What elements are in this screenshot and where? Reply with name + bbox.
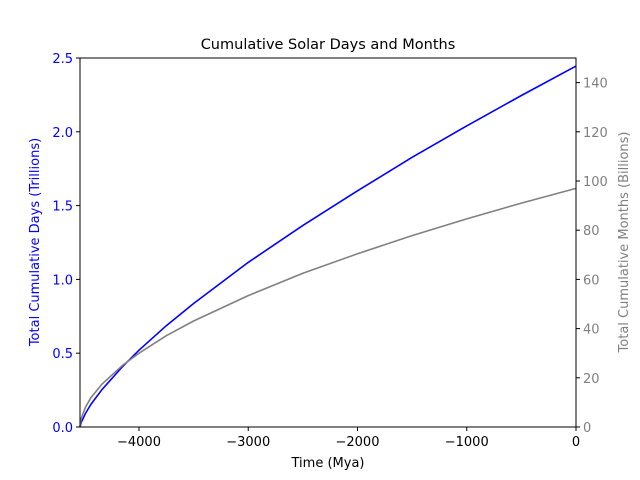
left-y-tick-label: 2.5 — [52, 52, 73, 67]
right-y-tick-label: 140 — [583, 77, 608, 92]
right-y-axis-label: Total Cumulative Months (Billions) — [617, 132, 632, 354]
left-y-axis-label: Total Cumulative Days (Trillions) — [28, 138, 43, 347]
x-tick-label: −4000 — [117, 435, 161, 450]
x-tick-label: 0 — [572, 435, 580, 450]
right-y-tick-label: 20 — [583, 372, 600, 387]
x-axis: −4000 −3000 −2000 −1000 0 — [117, 427, 580, 450]
right-y-tick-label: 0 — [583, 421, 591, 436]
series-layer — [79, 65, 577, 428]
x-tick-label: −3000 — [226, 435, 270, 450]
left-y-tick-label: 0.0 — [52, 421, 73, 436]
x-tick-label: −1000 — [445, 435, 489, 450]
right-y-tick-label: 100 — [583, 175, 608, 190]
days-series-line — [79, 65, 577, 428]
left-y-tick-label: 1.0 — [52, 273, 73, 288]
plot-frame — [79, 57, 577, 428]
right-y-axis: 0 20 40 60 80 100 120 140 — [576, 77, 608, 436]
chart-title: Cumulative Solar Days and Months — [201, 37, 456, 53]
right-y-tick-label: 80 — [583, 224, 600, 239]
x-axis-label: Time (Mya) — [291, 456, 365, 471]
left-y-tick-label: 1.5 — [52, 200, 73, 215]
months-series-line — [79, 187, 577, 428]
x-tick-label: −2000 — [336, 435, 380, 450]
right-y-tick-label: 40 — [583, 323, 600, 338]
left-y-axis: 0.0 0.5 1.0 1.5 2.0 2.5 — [52, 52, 80, 436]
left-y-tick-label: 2.0 — [52, 126, 73, 141]
left-y-tick-label: 0.5 — [52, 347, 73, 362]
right-y-tick-label: 120 — [583, 126, 608, 141]
right-y-tick-label: 60 — [583, 273, 600, 288]
